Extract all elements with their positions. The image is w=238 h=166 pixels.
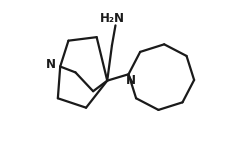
- Text: N: N: [126, 74, 136, 87]
- Text: N: N: [46, 58, 56, 71]
- Text: H₂N: H₂N: [99, 12, 124, 25]
